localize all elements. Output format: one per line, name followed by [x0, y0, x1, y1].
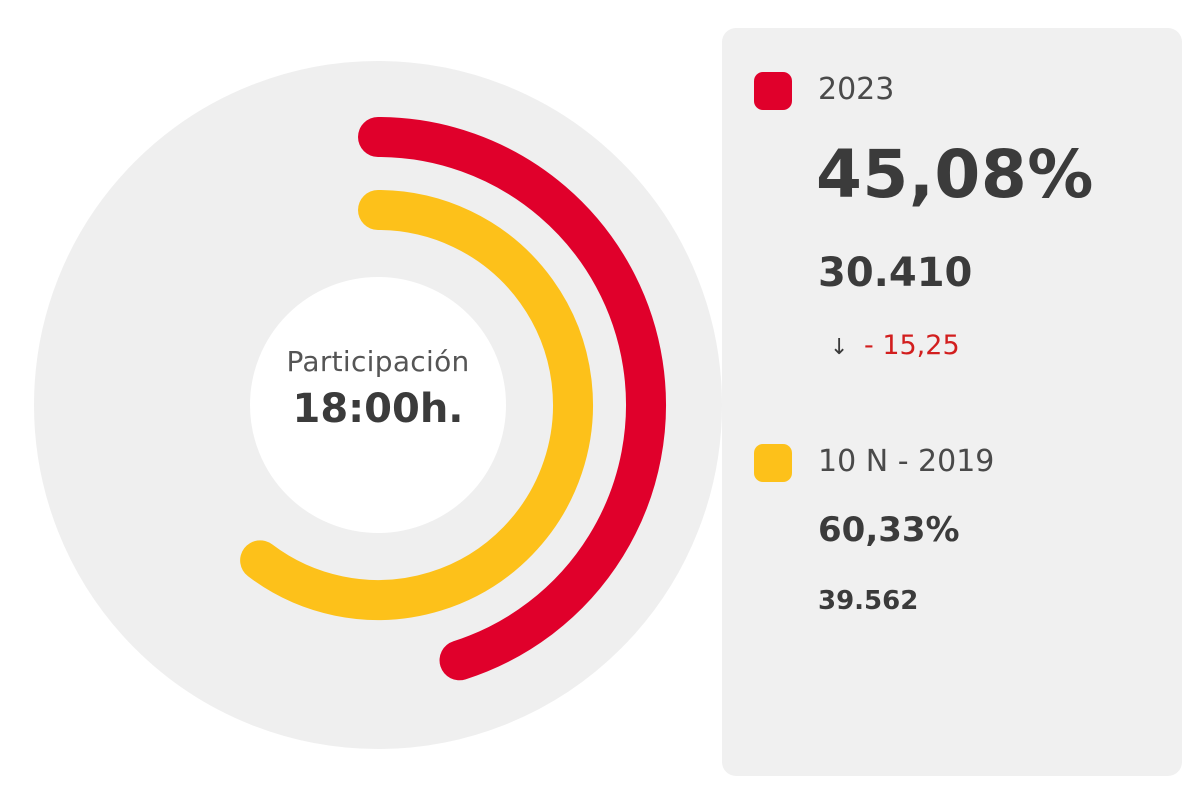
change-row: ↓ - 15,25 [830, 330, 960, 361]
center-time: 18:00h. [292, 386, 464, 432]
percent-2023: 45,08% [816, 136, 1094, 213]
change-value: - 15,25 [864, 330, 960, 361]
legend-panel: 2023 45,08% 30.410 ↓ - 15,25 10 N - 2019 … [722, 28, 1182, 776]
legend-swatch-2023 [754, 72, 792, 110]
radial-chart-svg [34, 61, 722, 749]
arc-series-10n-2019 [240, 190, 593, 620]
arc-series-2023 [358, 117, 667, 681]
chart-track [34, 61, 722, 749]
chart-center-label: Participación 18:00h. [228, 345, 528, 432]
legend-label-10n-2019: 10 N - 2019 [818, 444, 995, 479]
legend-swatch-10n-2019 [754, 444, 792, 482]
arrow-down-icon: ↓ [830, 335, 849, 360]
participation-radial-chart: Participación 18:00h. [34, 61, 722, 749]
voters-2023: 30.410 [818, 250, 973, 296]
center-caption: Participación [286, 345, 470, 378]
voters-10n-2019: 39.562 [818, 586, 919, 616]
percent-10n-2019: 60,33% [818, 510, 960, 550]
legend-label-2023: 2023 [818, 72, 895, 107]
